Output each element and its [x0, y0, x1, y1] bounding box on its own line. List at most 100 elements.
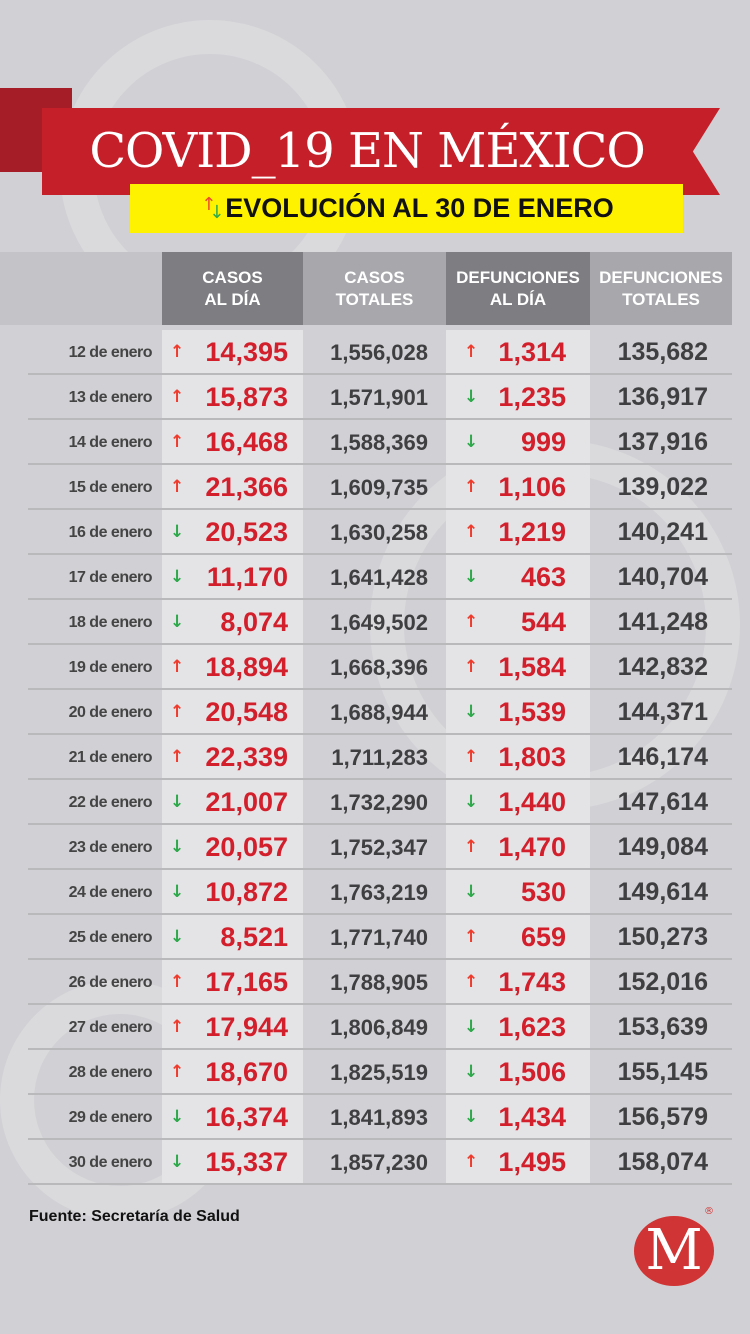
row-date: 16 de enero [68, 524, 153, 541]
subtitle: EVOLUCIÓN AL 30 DE ENERO [225, 193, 614, 223]
table-row: 30 de enero ↓ 15,337 1,857,230 ↑ 1,495 158,074 [0, 1140, 750, 1185]
row-date: 21 de enero [68, 749, 153, 766]
row-date: 26 de enero [68, 974, 153, 991]
defunciones-dia: 1,314 [498, 337, 566, 367]
trend-up-icon: ↑ [170, 432, 185, 452]
trend-up-icon: ↑ [170, 342, 185, 362]
casos-totales: 1,641,428 [330, 565, 428, 590]
defunciones-dia: 544 [520, 607, 566, 637]
row-date: 14 de enero [68, 434, 153, 451]
table-row: 28 de enero ↑ 18,670 1,825,519 ↓ 1,506 155,145 [0, 1050, 750, 1095]
defunciones-dia: 999 [520, 427, 566, 457]
defunciones-dia: 1,106 [498, 472, 566, 502]
defunciones-totales: 156,579 [617, 1103, 708, 1131]
column-header-casos-totales: CASOS TOTALES [303, 252, 446, 325]
trend-down-icon: ↓ [170, 792, 185, 812]
row-divider [28, 1048, 732, 1050]
casos-dia: 18,670 [205, 1057, 288, 1087]
defunciones-totales: 146,174 [617, 743, 708, 771]
defunciones-totales: 142,832 [617, 653, 708, 681]
source-note: Fuente: Secretaría de Salud [29, 1208, 240, 1225]
casos-dia: 17,165 [205, 967, 288, 997]
trend-up-icon: ↑ [464, 927, 479, 947]
row-divider [28, 643, 732, 645]
trend-up-icon: ↑ [170, 702, 185, 722]
casos-dia: 18,894 [205, 652, 288, 682]
casos-totales: 1,688,944 [330, 700, 428, 725]
row-date: 28 de enero [68, 1064, 153, 1081]
row-divider [28, 1138, 732, 1140]
casos-dia: 8,521 [220, 922, 288, 952]
table-header: CASOS AL DÍA CASOS TOTALES DEFUNCIONES A… [0, 252, 732, 325]
column-header-defunciones-dia: DEFUNCIONES AL DÍA [446, 252, 590, 325]
trend-up-icon: ↑ [170, 657, 185, 677]
table-row: 13 de enero ↑ 15,873 1,571,901 ↓ 1,235 136,917 [0, 375, 750, 420]
trend-up-icon: ↑ [464, 342, 479, 362]
table-row: 15 de enero ↑ 21,366 1,609,735 ↑ 1,106 139,022 [0, 465, 750, 510]
trend-down-icon: ↓ [464, 432, 479, 452]
row-divider [28, 778, 732, 780]
trend-down-icon: ↓ [170, 1152, 185, 1172]
row-divider [28, 868, 732, 870]
trend-up-icon: ↑ [464, 612, 479, 632]
table-row: 14 de enero ↑ 16,468 1,588,369 ↓ 999 137,916 [0, 420, 750, 465]
casos-totales: 1,841,893 [330, 1105, 428, 1130]
defunciones-totales: 147,614 [617, 788, 708, 816]
trend-down-icon: ↓ [170, 837, 185, 857]
row-divider [28, 598, 732, 600]
defunciones-totales: 153,639 [617, 1013, 708, 1041]
trend-up-icon: ↑ [464, 837, 479, 857]
row-date: 30 de enero [68, 1154, 153, 1171]
row-date: 22 de enero [68, 794, 153, 811]
trend-up-icon: ↑ [170, 972, 185, 992]
trend-up-icon: ↑ [170, 747, 185, 767]
trend-up-icon: ↑ [464, 747, 479, 767]
row-divider [28, 373, 732, 375]
table-row: 25 de enero ↓ 8,521 1,771,740 ↑ 659 150,273 [0, 915, 750, 960]
trend-down-icon: ↓ [464, 567, 479, 587]
row-date: 23 de enero [68, 839, 153, 856]
defunciones-totales: 140,704 [617, 563, 708, 591]
trend-down-icon: ↓ [170, 522, 185, 542]
trend-down-icon: ↓ [170, 612, 185, 632]
defunciones-dia: 1,495 [498, 1147, 566, 1177]
row-divider [28, 913, 732, 915]
casos-dia: 17,944 [205, 1012, 288, 1042]
trend-down-icon: ↓ [464, 1017, 479, 1037]
row-date: 24 de enero [68, 884, 153, 901]
defunciones-totales: 137,916 [617, 428, 708, 456]
trend-up-icon: ↑ [464, 522, 479, 542]
row-divider [28, 688, 732, 690]
casos-totales: 1,857,230 [330, 1150, 428, 1175]
casos-totales: 1,630,258 [330, 520, 428, 545]
defunciones-totales: 158,074 [617, 1148, 708, 1176]
defunciones-dia: 1,803 [498, 742, 566, 772]
casos-totales: 1,588,369 [330, 430, 428, 455]
table-row: 17 de enero ↓ 11,170 1,641,428 ↓ 463 140,704 [0, 555, 750, 600]
row-divider [28, 418, 732, 420]
trend-up-icon: ↑ [170, 1062, 185, 1082]
casos-dia: 10,872 [205, 877, 288, 907]
defunciones-dia: 1,470 [498, 832, 566, 862]
defunciones-totales: 155,145 [617, 1058, 708, 1086]
casos-totales: 1,571,901 [330, 385, 428, 410]
defunciones-dia: 1,539 [498, 697, 566, 727]
defunciones-totales: 152,016 [617, 968, 708, 996]
casos-totales: 1,771,740 [330, 925, 428, 950]
table-row: 23 de enero ↓ 20,057 1,752,347 ↑ 1,470 149,084 [0, 825, 750, 870]
casos-dia: 21,366 [205, 472, 288, 502]
defunciones-dia: 1,584 [498, 652, 566, 682]
table-row: 19 de enero ↑ 18,894 1,668,396 ↑ 1,584 142,832 [0, 645, 750, 690]
casos-totales: 1,732,290 [330, 790, 428, 815]
row-divider [28, 553, 732, 555]
defunciones-dia: 1,506 [498, 1057, 566, 1087]
row-date: 15 de enero [68, 479, 153, 496]
row-divider [28, 958, 732, 960]
defunciones-dia: 1,235 [498, 382, 566, 412]
trend-down-icon: ↓ [464, 1107, 479, 1127]
casos-totales: 1,649,502 [330, 610, 428, 635]
row-divider [28, 463, 732, 465]
trend-down-icon: ↓ [464, 1062, 479, 1082]
row-divider [28, 508, 732, 510]
row-date: 25 de enero [68, 929, 153, 946]
